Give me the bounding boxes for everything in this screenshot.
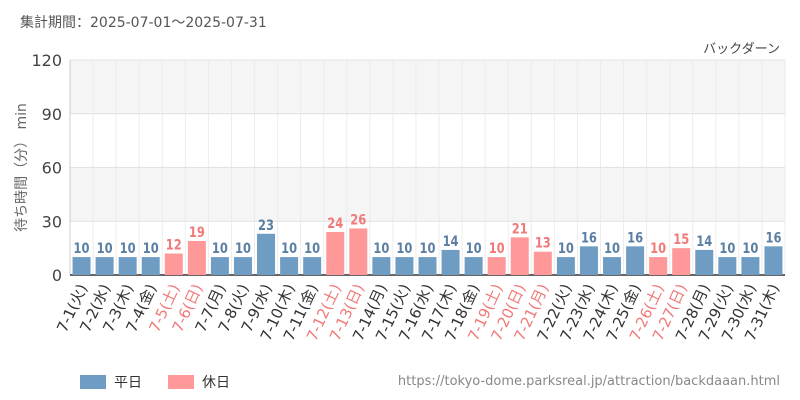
- bar-7-28(月): [695, 249, 714, 275]
- data-label: 12: [166, 238, 182, 254]
- data-label: 10: [742, 241, 758, 257]
- data-label: 10: [97, 241, 113, 257]
- bar-7-25(金): [626, 246, 645, 275]
- source-url[interactable]: https://tokyo-dome.parksreal.jp/attracti…: [397, 374, 780, 389]
- bar-7-29(火): [718, 257, 737, 275]
- legend-swatch-weekday: [80, 375, 106, 389]
- data-label: 10: [120, 241, 136, 257]
- bar-7-24(木): [603, 257, 622, 275]
- legend-swatch-holiday: [168, 375, 194, 389]
- data-label: 10: [650, 241, 666, 257]
- data-label: 10: [396, 241, 412, 257]
- data-label: 16: [627, 230, 643, 246]
- data-label: 10: [604, 241, 620, 257]
- y-tick-label: 30: [42, 212, 62, 231]
- data-label: 24: [327, 216, 343, 232]
- bar-7-10(木): [280, 257, 299, 275]
- bar-7-18(金): [464, 257, 483, 275]
- data-label: 10: [466, 241, 482, 257]
- data-label: 10: [304, 241, 320, 257]
- data-label: 10: [143, 241, 159, 257]
- bar-7-9(水): [257, 233, 276, 275]
- data-label: 15: [673, 232, 689, 248]
- bar-7-20(日): [510, 237, 529, 275]
- data-label: 10: [719, 241, 735, 257]
- data-label: 10: [235, 241, 251, 257]
- bar-7-14(月): [372, 257, 391, 275]
- data-label: 10: [281, 241, 297, 257]
- bar-7-16(水): [418, 257, 437, 275]
- bar-7-8(火): [233, 257, 252, 275]
- data-label: 14: [443, 234, 459, 250]
- legend-item-holiday[interactable]: 休日: [168, 372, 230, 392]
- bar-7-19(土): [487, 257, 506, 275]
- data-label: 10: [489, 241, 505, 257]
- data-label: 10: [373, 241, 389, 257]
- bar-7-3(木): [118, 257, 137, 275]
- data-label: 26: [350, 212, 366, 228]
- bar-7-17(木): [441, 249, 460, 275]
- legend-label-weekday: 平日: [114, 375, 142, 391]
- y-tick-label: 60: [42, 159, 62, 178]
- bar-7-26(土): [649, 257, 668, 275]
- bar-7-15(火): [395, 257, 414, 275]
- bar-7-1(火): [72, 257, 91, 275]
- bar-7-6(日): [187, 240, 206, 275]
- bar-7-23(水): [579, 246, 598, 275]
- attraction-name: バックダーン: [703, 42, 780, 57]
- bar-7-21(月): [533, 251, 552, 275]
- bar-7-11(金): [303, 257, 322, 275]
- data-label: 21: [512, 221, 528, 237]
- legend-label-holiday: 休日: [202, 375, 230, 391]
- bar-7-5(土): [164, 253, 183, 275]
- bar-7-2(水): [95, 257, 114, 275]
- legend-item-weekday[interactable]: 平日: [80, 372, 142, 392]
- bar-7-31(木): [764, 246, 783, 275]
- data-label: 10: [212, 241, 228, 257]
- y-tick-label: 120: [31, 51, 62, 70]
- y-axis-title: 待ち時間（分） min: [14, 103, 30, 232]
- data-label: 23: [258, 218, 274, 234]
- y-tick-label: 0: [52, 266, 62, 285]
- data-label: 10: [420, 241, 436, 257]
- bar-7-13(日): [349, 228, 368, 275]
- plot-band: [70, 167, 785, 222]
- period-label: 集計期間：2025-07-01～2025-07-31: [20, 15, 267, 31]
- data-label: 16: [765, 230, 781, 246]
- y-tick-label: 90: [42, 105, 62, 124]
- data-label: 14: [696, 234, 712, 250]
- bar-7-12(土): [326, 232, 345, 275]
- plot-band: [70, 60, 785, 114]
- data-label: 10: [558, 241, 574, 257]
- data-label: 19: [189, 225, 205, 241]
- bar-7-7(月): [210, 257, 229, 275]
- data-label: 16: [581, 230, 597, 246]
- legend: 平日 休日: [80, 372, 230, 392]
- data-label: 10: [74, 241, 90, 257]
- bar-7-27(日): [672, 248, 691, 275]
- data-label: 13: [535, 236, 551, 252]
- bar-7-4(金): [141, 257, 160, 275]
- bar-7-30(水): [741, 257, 760, 275]
- bar-7-22(火): [556, 257, 575, 275]
